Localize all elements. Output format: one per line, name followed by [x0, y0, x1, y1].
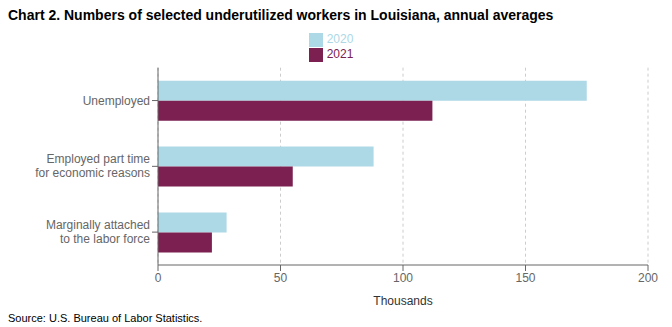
svg-text:100: 100	[393, 271, 413, 285]
svg-text:200: 200	[638, 271, 658, 285]
svg-text:Thousands: Thousands	[373, 294, 432, 308]
html-text:2021: 2021	[326, 46, 354, 61]
svg-text:150: 150	[515, 271, 535, 285]
svg-text:50: 50	[274, 271, 288, 285]
html-text:2020: 2020	[326, 32, 354, 46]
svg-text:Marginally attachedto the labo: Marginally attachedto the labor force	[46, 218, 150, 246]
svg-text:Employed part timefor economic: Employed part timefor economic reasons	[35, 152, 150, 180]
html-text:Source: U.S. Bureau of Labor S: Source: U.S. Bureau of Labor Statistics.	[8, 312, 203, 324]
html-text:Chart 2. Numbers of selected u: Chart 2. Numbers of selected underutiliz…	[8, 7, 554, 23]
svg-text:0: 0	[155, 271, 162, 285]
svg-text:Unemployed: Unemployed	[83, 94, 150, 108]
